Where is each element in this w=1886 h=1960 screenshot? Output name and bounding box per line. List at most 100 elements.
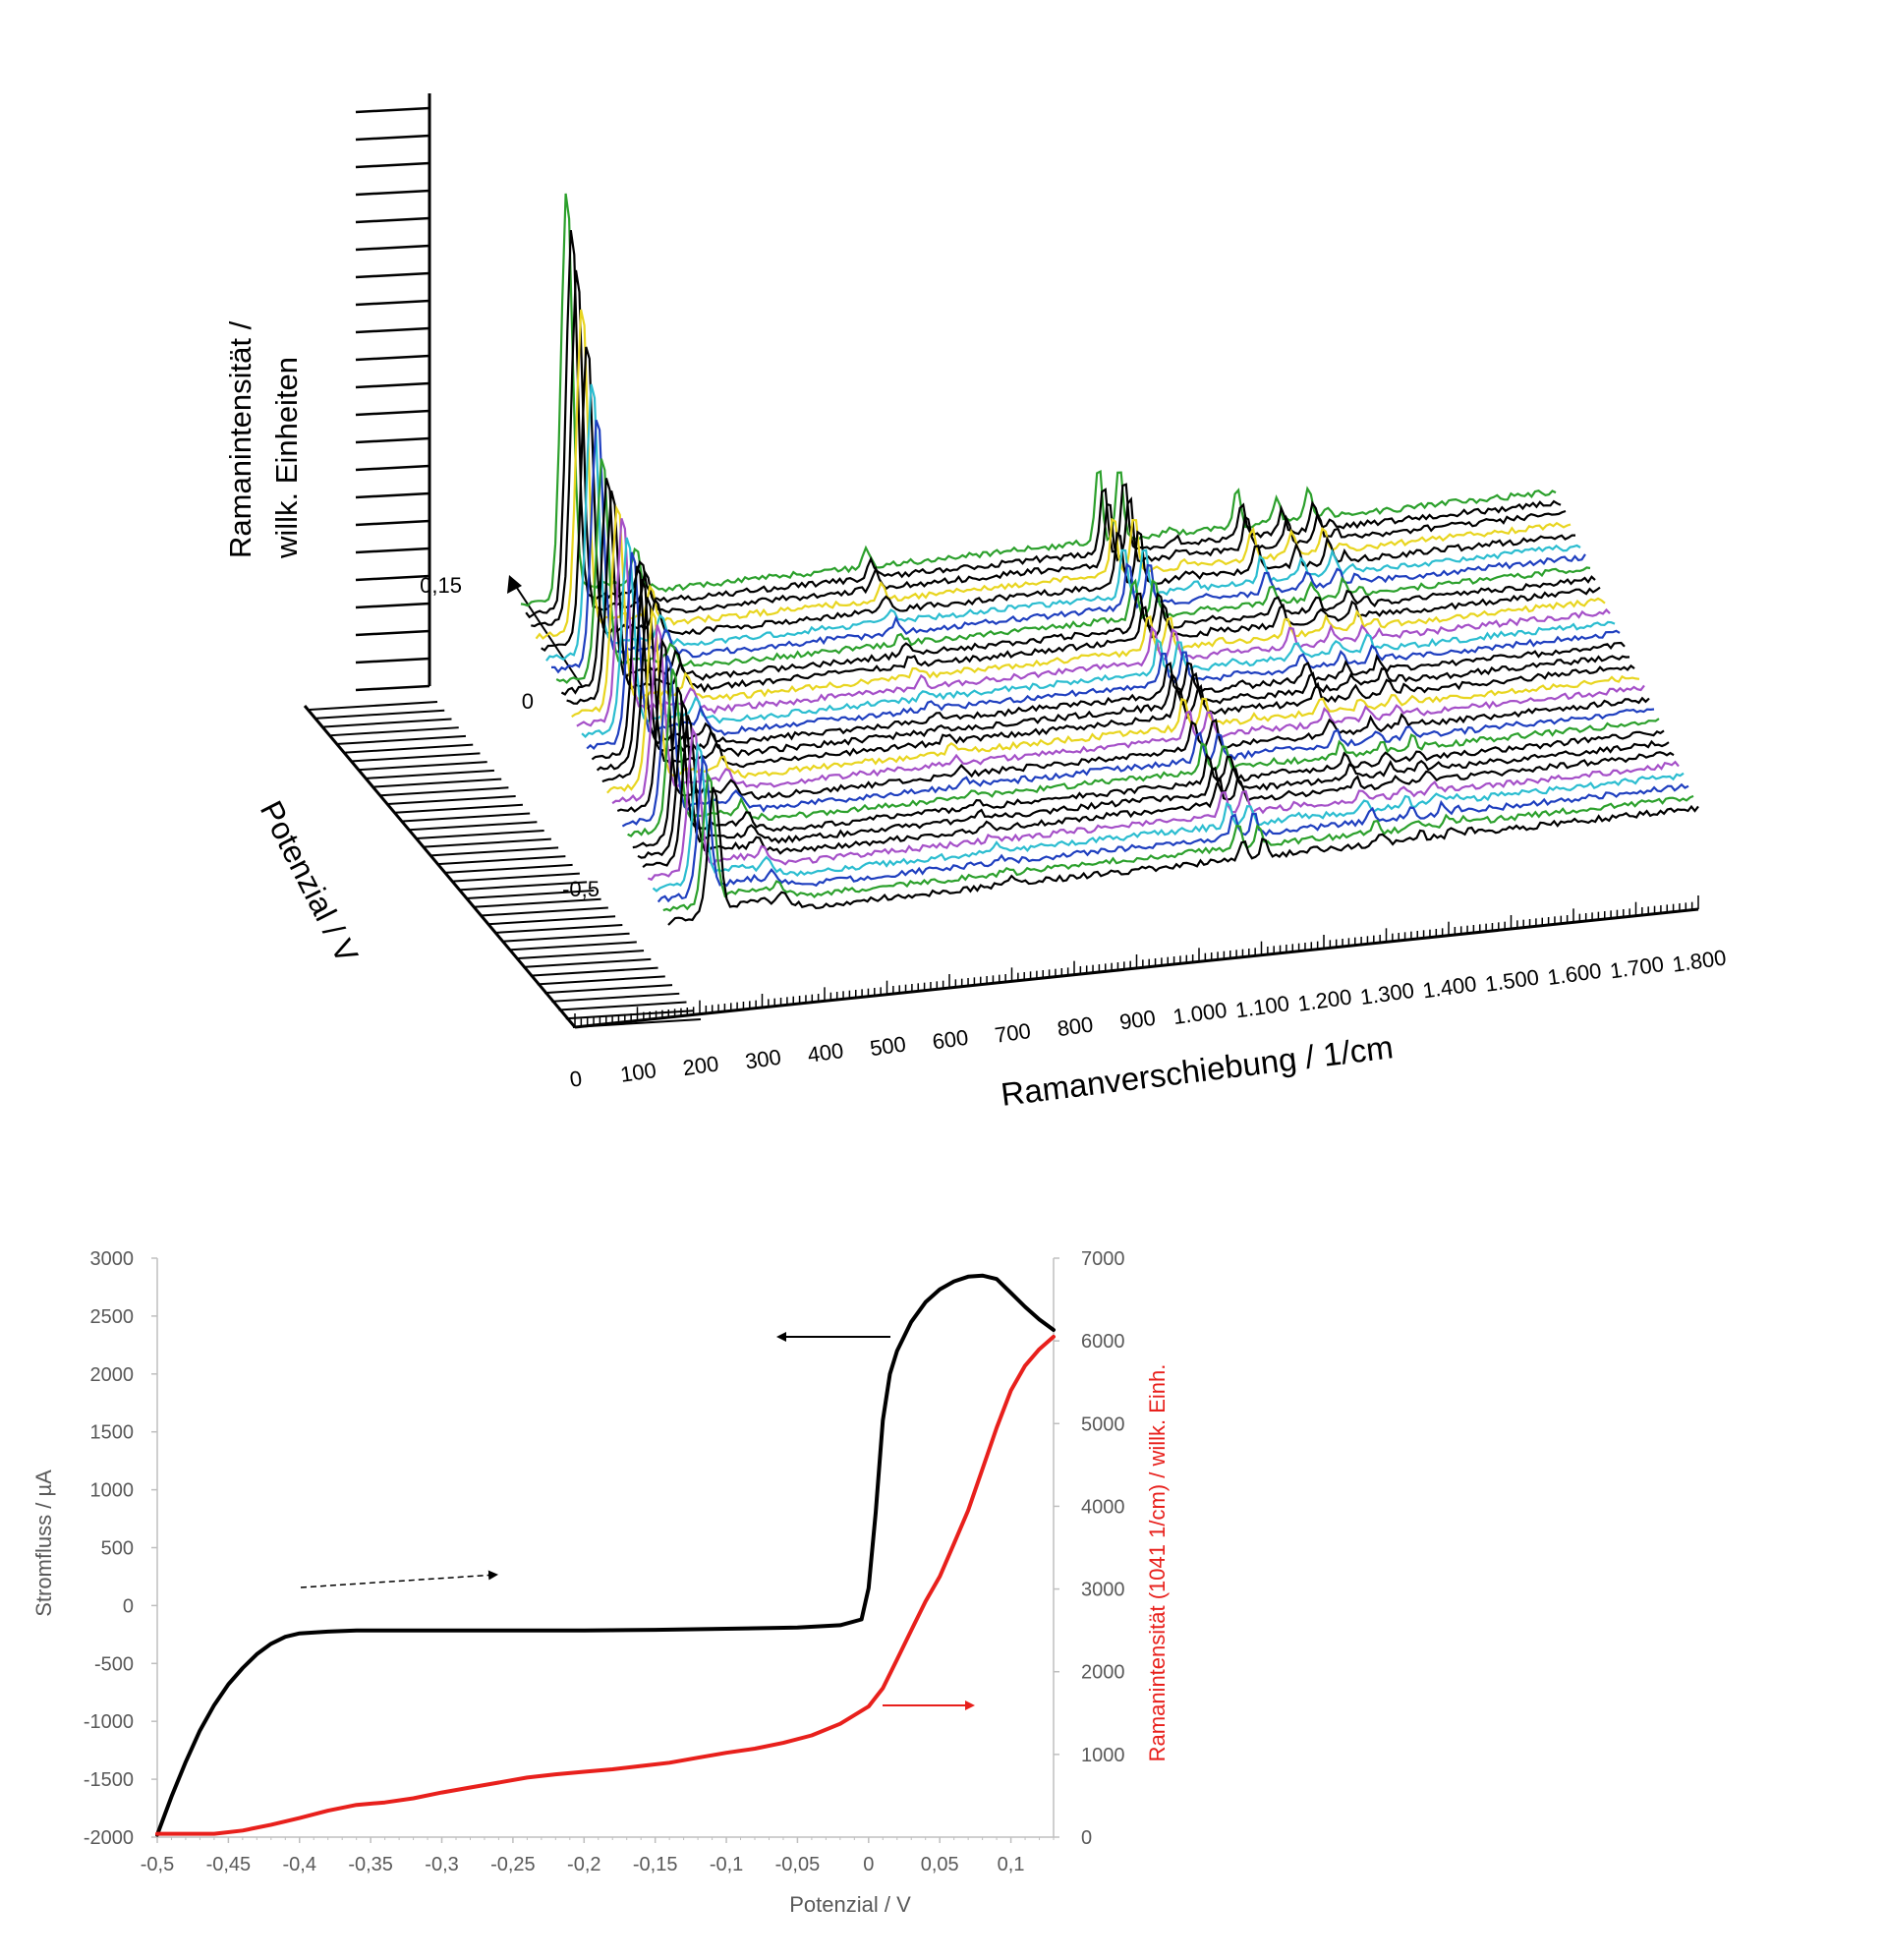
waterfall-spectrum-trace — [637, 698, 1670, 859]
waterfall-spectrum-trace — [535, 309, 1572, 640]
waterfall-z-tick-label: -0,5 — [562, 877, 600, 901]
waterfall-z-axis-label: Potenzial / V — [254, 795, 366, 969]
waterfall-depth-tick — [409, 821, 538, 832]
waterfall-spectrum-trace — [560, 478, 1596, 696]
cv-left-tick-label: -1000 — [84, 1711, 134, 1733]
waterfall-intensity-tick — [355, 657, 430, 664]
cv-axes: 300025002000150010005000-500-1000-1500-2… — [84, 1248, 1125, 1875]
waterfall-depth-tick — [565, 1009, 694, 1020]
waterfall-intensity-tick — [355, 271, 430, 279]
waterfall-intensity-tick — [355, 491, 430, 499]
waterfall-spectrum-trace — [667, 786, 1699, 926]
waterfall-depth-tick — [330, 726, 459, 737]
waterfall-intensity-tick — [355, 354, 430, 362]
waterfall-depth-tick — [380, 786, 509, 797]
waterfall-spectrum-trace — [525, 230, 1562, 619]
waterfall-z-tick-label: 0,15 — [420, 573, 462, 598]
cv-right-tick-label: 1000 — [1081, 1745, 1125, 1766]
cv-right-tick-label: 5000 — [1081, 1413, 1125, 1435]
waterfall-depth-axis — [303, 705, 577, 1028]
waterfall-intensity-tick — [355, 244, 430, 252]
waterfall-x-tick-label: 1.200 — [1296, 984, 1353, 1015]
waterfall-spectrum-trace — [586, 551, 1621, 750]
cv-right-tick-label: 3000 — [1081, 1580, 1125, 1601]
current-series-line — [155, 1273, 1056, 1837]
waterfall-depth-tick — [537, 975, 665, 986]
waterfall-x-tick-label: 1.700 — [1608, 951, 1665, 983]
waterfall-intensity-tick — [355, 381, 430, 389]
waterfall-depth-tick — [494, 923, 623, 934]
waterfall-intensity-tick — [355, 684, 430, 692]
waterfall-depth-tick — [515, 950, 645, 960]
cv-x-tick-label: -0,45 — [206, 1854, 252, 1875]
waterfall-x-tick-label: 1.400 — [1421, 971, 1478, 1003]
waterfall-spectrum-trace — [657, 754, 1689, 903]
waterfall-intensity-tick — [355, 106, 430, 114]
waterfall-x-tick-label: 1.800 — [1671, 945, 1728, 976]
waterfall-y-axis-label-line1: Ramanintensität / — [223, 320, 257, 558]
cv-x-tick-label: -0,5 — [141, 1854, 174, 1875]
waterfall-depth-tick — [437, 855, 566, 866]
cv-x-tick-label: 0,1 — [998, 1854, 1025, 1875]
waterfall-spectrum-trace — [601, 597, 1635, 783]
waterfall-depth-tick — [394, 803, 523, 814]
cv-left-tick-label: 3000 — [90, 1248, 135, 1270]
waterfall-depth-tick — [530, 966, 658, 977]
cv-right-tick-label: 6000 — [1081, 1331, 1125, 1353]
waterfall-spectrum-trace — [591, 565, 1626, 761]
waterfall-spectrum-trace — [531, 269, 1567, 628]
waterfall-depth-tick — [466, 890, 595, 900]
waterfall-spectrum-trace — [520, 193, 1557, 607]
waterfall-y-axis-label-line2: willk. Einheiten — [269, 357, 304, 559]
waterfall-x-tick-label: 1.100 — [1233, 991, 1290, 1022]
cv-x-tick-label: 0 — [863, 1854, 874, 1875]
waterfall-depth-tick — [323, 718, 452, 728]
scan-direction-arrow — [300, 1570, 498, 1588]
waterfall-depth-tick — [558, 1001, 687, 1011]
cv-x-tick-label: -0,4 — [283, 1854, 316, 1875]
waterfall-spectrum-trace — [541, 346, 1575, 652]
cv-left-tick-label: -1500 — [84, 1769, 134, 1791]
waterfall-depth-tick — [430, 846, 559, 857]
cv-left-tick-label: 0 — [123, 1595, 134, 1617]
waterfall-spectrum-trace — [606, 606, 1640, 794]
waterfall-intensity-tick — [355, 161, 430, 169]
waterfall-x-tick-label: 100 — [619, 1058, 658, 1087]
cv-x-tick-label: -0,05 — [775, 1854, 821, 1875]
raman-intensity-series-line — [155, 1334, 1056, 1836]
waterfall-depth-tick — [508, 941, 637, 951]
cv-x-tick-label: -0,35 — [348, 1854, 393, 1875]
waterfall-spectrum-trace — [662, 771, 1694, 912]
waterfall-x-tick-label: 1.500 — [1483, 964, 1540, 996]
waterfall-depth-tick — [487, 915, 616, 926]
waterfall-spectrum-trace — [627, 668, 1660, 837]
waterfall-spectra — [520, 193, 1699, 926]
waterfall-spectrum-trace — [555, 458, 1591, 684]
waterfall-x-tick-label: 200 — [681, 1051, 720, 1080]
waterfall-depth-tick — [352, 752, 481, 763]
cv-right-axis-label: Ramanintensität (1041 1/cm) / willk. Ein… — [1145, 1364, 1170, 1762]
cv-raman-chart: 300025002000150010005000-500-1000-1500-2… — [31, 1248, 1170, 1917]
waterfall-x-tick-label: 0 — [568, 1066, 584, 1091]
cv-x-tick-label: -0,25 — [490, 1854, 536, 1875]
waterfall-spectrum-trace — [581, 537, 1616, 738]
waterfall-intensity-tick — [355, 409, 430, 417]
waterfall-x-tick-label: 500 — [869, 1031, 908, 1061]
waterfall-intensity-tick — [355, 299, 430, 307]
waterfall-spectrum-trace — [647, 725, 1680, 882]
cv-left-tick-label: -2000 — [84, 1827, 134, 1849]
cv-x-axis-label: Potenzial / V — [789, 1892, 911, 1917]
waterfall-spectrum-trace — [611, 624, 1645, 805]
waterfall-intensity-tick — [355, 574, 430, 582]
waterfall-depth-tick — [402, 812, 531, 823]
waterfall-depth-tick — [543, 984, 673, 995]
raman-waterfall-chart: 0 100 200 300 400 500 600 700 800 900 1.000 1.100 1.… — [223, 93, 1728, 1113]
cv-x-tick-label: -0,3 — [425, 1854, 458, 1875]
cv-right-tick-label: 0 — [1081, 1827, 1092, 1849]
cv-left-tick-label: 2500 — [90, 1306, 135, 1328]
waterfall-spectrum-trace — [576, 518, 1611, 727]
cv-right-tick-label: 2000 — [1081, 1662, 1125, 1684]
cv-left-tick-label: -500 — [94, 1653, 134, 1675]
waterfall-depth-tick — [480, 906, 608, 917]
waterfall-x-tick-label: 600 — [931, 1025, 970, 1055]
